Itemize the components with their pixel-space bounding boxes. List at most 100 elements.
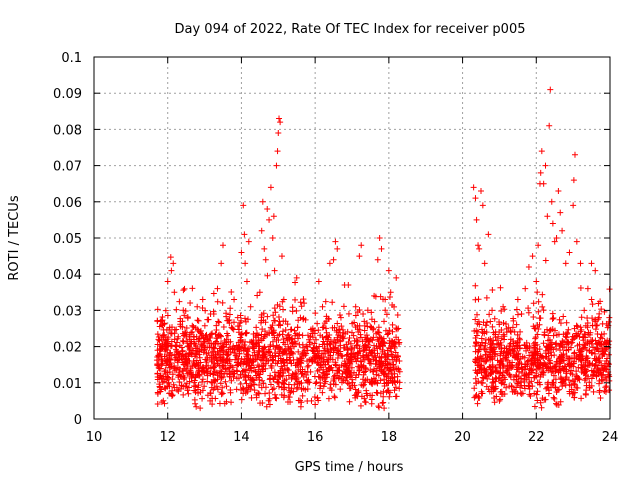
roti-point bbox=[590, 368, 597, 375]
roti-point bbox=[237, 371, 244, 378]
roti-point bbox=[182, 352, 189, 359]
roti-point bbox=[291, 327, 298, 334]
roti-point bbox=[155, 357, 162, 364]
roti-point bbox=[478, 187, 484, 194]
roti-point bbox=[389, 371, 396, 378]
roti-point bbox=[190, 372, 197, 379]
roti-point bbox=[517, 389, 524, 396]
roti-point bbox=[179, 347, 186, 354]
roti-point bbox=[220, 351, 227, 358]
roti-point bbox=[545, 345, 552, 352]
roti-point bbox=[503, 329, 510, 336]
roti-point bbox=[345, 347, 352, 354]
roti-point bbox=[210, 311, 217, 318]
roti-point bbox=[594, 345, 601, 352]
roti-point bbox=[598, 306, 605, 313]
roti-point bbox=[232, 346, 239, 353]
roti-point bbox=[393, 325, 400, 332]
roti-point bbox=[578, 395, 585, 402]
roti-point bbox=[378, 245, 385, 252]
roti-point bbox=[289, 304, 296, 311]
roti-point bbox=[220, 324, 227, 331]
roti-point bbox=[381, 405, 388, 412]
roti-point bbox=[509, 346, 516, 353]
roti-point bbox=[538, 353, 545, 360]
roti-point bbox=[235, 356, 242, 363]
roti-point bbox=[183, 366, 190, 373]
roti-point bbox=[325, 395, 332, 402]
roti-point bbox=[164, 356, 171, 363]
roti-point bbox=[384, 362, 391, 369]
roti-point bbox=[220, 344, 227, 351]
roti-point bbox=[578, 361, 585, 368]
roti-point bbox=[491, 353, 498, 360]
roti-point bbox=[526, 379, 533, 386]
roti-point bbox=[391, 343, 398, 350]
roti-point bbox=[243, 278, 250, 285]
roti-point bbox=[240, 386, 247, 393]
roti-point bbox=[553, 235, 560, 241]
roti-point bbox=[192, 362, 199, 369]
roti-point bbox=[544, 213, 551, 220]
roti-point bbox=[556, 316, 563, 323]
roti-point bbox=[168, 267, 175, 274]
roti-point bbox=[503, 384, 510, 391]
roti-point bbox=[247, 382, 254, 389]
roti-point bbox=[164, 278, 171, 285]
roti-point bbox=[396, 379, 403, 386]
roti-point bbox=[217, 380, 224, 387]
roti-point bbox=[260, 380, 267, 387]
roti-point bbox=[304, 363, 311, 370]
roti-point bbox=[248, 383, 255, 390]
roti-point bbox=[358, 393, 365, 400]
roti-point bbox=[549, 310, 556, 317]
roti-point bbox=[577, 260, 584, 267]
roti-point bbox=[391, 387, 398, 394]
roti-point bbox=[253, 324, 260, 331]
roti-point bbox=[351, 382, 358, 389]
roti-point bbox=[483, 319, 490, 326]
roti-point bbox=[482, 358, 489, 365]
roti-point bbox=[180, 287, 187, 294]
roti-point bbox=[251, 387, 258, 394]
roti-point bbox=[370, 366, 377, 373]
roti-point bbox=[275, 313, 282, 320]
roti-point bbox=[375, 403, 382, 410]
roti-point bbox=[248, 394, 255, 401]
roti-point bbox=[530, 300, 537, 307]
roti-point bbox=[472, 195, 479, 202]
roti-point bbox=[338, 379, 345, 386]
roti-point bbox=[274, 301, 281, 308]
roti-point bbox=[526, 342, 533, 349]
roti-point bbox=[481, 260, 488, 267]
roti-point bbox=[159, 342, 166, 349]
roti-point bbox=[267, 381, 274, 388]
roti-point bbox=[204, 378, 211, 385]
roti-point bbox=[489, 307, 496, 314]
x-tick-label: 10 bbox=[86, 430, 103, 445]
roti-point bbox=[224, 360, 231, 367]
roti-point bbox=[376, 354, 383, 361]
roti-point bbox=[292, 279, 299, 286]
roti-point bbox=[361, 322, 368, 329]
roti-point bbox=[266, 401, 273, 408]
roti-point bbox=[159, 332, 166, 339]
roti-point bbox=[331, 394, 338, 401]
roti-point bbox=[197, 341, 204, 348]
roti-point bbox=[472, 296, 479, 303]
roti-point bbox=[183, 383, 190, 390]
roti-point bbox=[346, 381, 353, 388]
roti-point bbox=[550, 332, 557, 339]
roti-point bbox=[237, 361, 244, 368]
roti-point bbox=[372, 361, 379, 368]
roti-point bbox=[284, 365, 291, 372]
roti-point bbox=[237, 336, 244, 343]
roti-point bbox=[534, 348, 541, 355]
roti-point bbox=[223, 313, 230, 320]
roti-point bbox=[196, 354, 203, 361]
roti-point bbox=[317, 379, 324, 386]
roti-point bbox=[583, 355, 590, 362]
roti-point bbox=[184, 314, 191, 321]
roti-point bbox=[360, 369, 367, 376]
roti-point bbox=[541, 329, 548, 336]
